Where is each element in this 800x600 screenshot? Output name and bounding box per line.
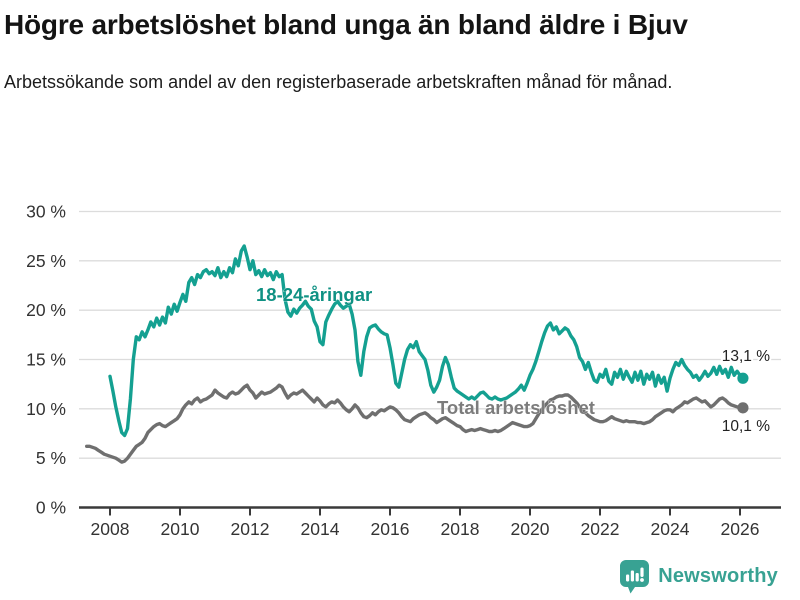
series-label-total: Total arbetslöshet xyxy=(437,397,595,418)
y-tick-label-30: 30 % xyxy=(26,201,66,221)
y-tick-label-15: 15 % xyxy=(26,349,66,369)
newsworthy-logo-icon xyxy=(620,560,650,594)
chart-subtitle: Arbetssökande som andel av den registerb… xyxy=(4,71,673,92)
y-tick-label-20: 20 % xyxy=(26,300,66,320)
series-end-dot-youth xyxy=(737,372,749,384)
x-tick-label-2016: 2016 xyxy=(371,519,410,539)
x-tick-label-2026: 2026 xyxy=(721,519,760,539)
x-tick-label-2024: 2024 xyxy=(651,519,690,539)
brand-footer: Newsworthy xyxy=(619,559,778,594)
series-label-youth: 18-24-åringar xyxy=(256,284,372,305)
series-end-value-total: 10,1 % xyxy=(722,418,770,435)
x-tick-label-2022: 2022 xyxy=(581,519,620,539)
x-tick-label-2014: 2014 xyxy=(301,519,340,539)
x-tick-label-2020: 2020 xyxy=(511,519,550,539)
x-tick-label-2008: 2008 xyxy=(91,519,130,539)
series-line-youth xyxy=(108,244,745,438)
y-tick-label-0: 0 % xyxy=(36,498,66,518)
x-tick-label-2012: 2012 xyxy=(231,519,270,539)
y-tick-label-5: 5 % xyxy=(36,448,66,468)
y-tick-label-25: 25 % xyxy=(26,251,66,271)
series-line-total xyxy=(85,383,745,464)
x-tick-label-2010: 2010 xyxy=(161,519,200,539)
brand-name: Newsworthy xyxy=(658,565,778,587)
x-tick-label-2018: 2018 xyxy=(441,519,480,539)
y-tick-label-10: 10 % xyxy=(26,399,66,419)
series-end-value-youth: 13,1 % xyxy=(722,348,770,365)
series-end-dot-total xyxy=(737,402,749,414)
chart-title: Högre arbetslöshet bland unga än bland ä… xyxy=(4,9,688,40)
